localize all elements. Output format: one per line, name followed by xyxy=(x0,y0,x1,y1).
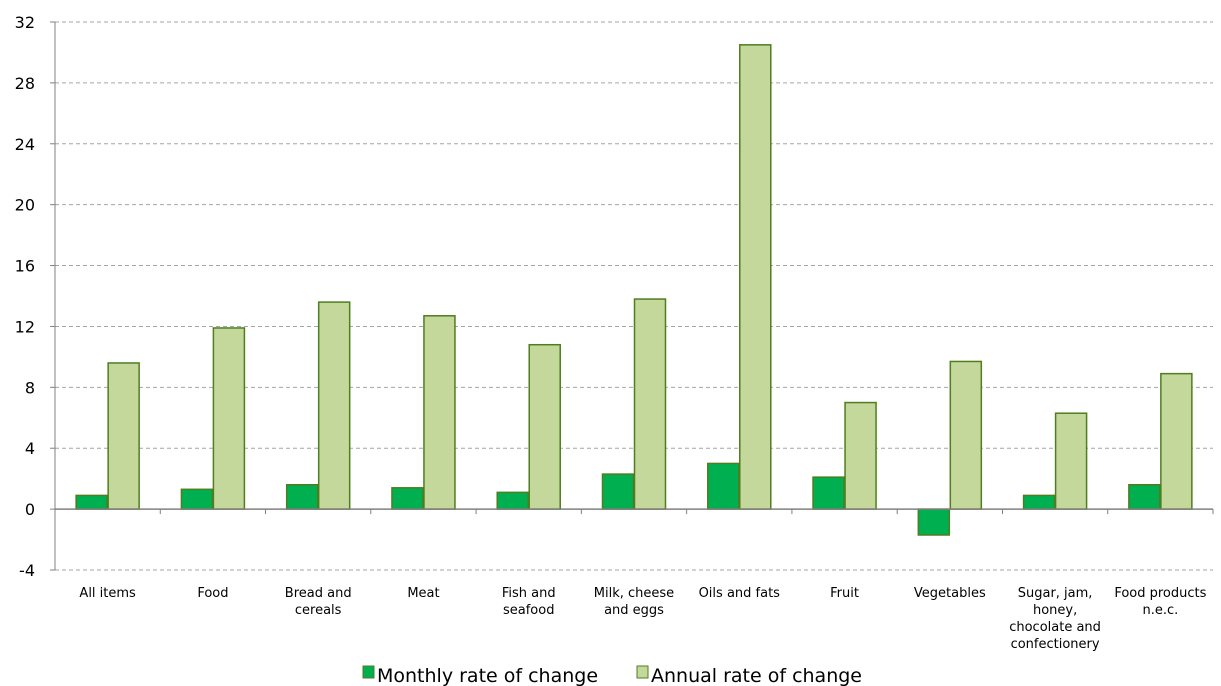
x-category-label-line: Meat xyxy=(407,586,439,601)
axes xyxy=(50,21,1214,571)
x-category-label-line: Milk, cheese xyxy=(594,586,674,601)
bar-annual-8 xyxy=(949,360,983,510)
bar-monthly-8 xyxy=(917,508,951,536)
bar-monthly-3 xyxy=(391,487,424,510)
bar-monthly-6 xyxy=(707,462,740,510)
bar-annual-9 xyxy=(1054,412,1088,510)
bar-monthly-4 xyxy=(496,491,529,510)
y-tick-label: -4 xyxy=(19,561,35,580)
x-axis-categories: All items Food Bread and cereals Meat Fish an… xyxy=(79,586,1206,652)
bar-monthly-5 xyxy=(601,473,635,510)
y-tick-label: 12 xyxy=(15,317,35,336)
legend-label-annual: Annual rate of change xyxy=(651,665,862,686)
x-category-label-line: Food products xyxy=(1114,586,1206,601)
bar-monthly-9 xyxy=(1022,494,1056,510)
bar-annual-0 xyxy=(107,362,140,510)
x-category-label: Food xyxy=(197,586,228,601)
bar-annual-4 xyxy=(528,343,561,510)
bar-annual-5 xyxy=(633,298,667,510)
x-category-label: Sugar, jam, honey, chocolate and confection… xyxy=(1009,586,1101,652)
legend-swatch-annual xyxy=(636,665,649,679)
x-category-label: Oils and fats xyxy=(699,586,781,601)
x-category-label-line: Fish and xyxy=(502,586,556,601)
legend-swatch-monthly xyxy=(362,665,375,679)
x-category-label: All items xyxy=(79,586,136,601)
x-category-label-line: Food xyxy=(197,586,228,601)
x-category-label-line: Bread and xyxy=(285,586,352,601)
y-tick-label: 32 xyxy=(15,13,35,32)
y-tick-label: 16 xyxy=(15,257,35,276)
x-category-label-line: confectionery xyxy=(1011,637,1100,652)
x-category-label-line: Vegetables xyxy=(914,586,986,601)
gridlines xyxy=(55,21,1213,571)
x-category-label-line: honey, xyxy=(1033,603,1077,618)
y-axis-ticks: -4 0 4 8 12 16 20 24 28 32 xyxy=(15,13,35,580)
legend-label-monthly: Monthly rate of change xyxy=(377,665,598,686)
x-category-label: Vegetables xyxy=(914,586,986,601)
x-category-label-line: and eggs xyxy=(604,603,664,618)
x-category-label-line: Fruit xyxy=(830,586,859,601)
x-category-label-line: Sugar, jam, xyxy=(1018,586,1093,601)
bar-annual-6 xyxy=(739,44,772,510)
bar-annual-1 xyxy=(212,327,246,510)
x-category-label-line: n.e.c. xyxy=(1142,603,1178,618)
bars xyxy=(75,44,1193,536)
x-category-label-line: All items xyxy=(79,586,136,601)
bar-annual-10 xyxy=(1160,372,1193,510)
y-tick-label: 28 xyxy=(15,74,35,93)
y-tick-label: 8 xyxy=(25,378,35,397)
bar-monthly-1 xyxy=(180,488,214,510)
x-category-label-line: chocolate and xyxy=(1009,620,1101,635)
bar-annual-2 xyxy=(317,301,351,510)
y-tick-label: 20 xyxy=(15,196,35,215)
x-category-label: Fruit xyxy=(830,586,859,601)
y-tick-label: 4 xyxy=(25,439,35,458)
x-category-label: Food products n.e.c. xyxy=(1114,586,1206,618)
x-category-label: Bread and cereals xyxy=(285,586,352,618)
x-category-label: Fish and seafood xyxy=(502,586,556,618)
x-category-label: Milk, cheese and eggs xyxy=(594,586,674,618)
bar-monthly-2 xyxy=(285,484,319,510)
bar-annual-3 xyxy=(423,315,456,510)
y-tick-label: 24 xyxy=(15,135,35,154)
legend: Monthly rate of change Annual rate of cha… xyxy=(362,665,862,686)
bar-annual-7 xyxy=(844,401,877,510)
bar-monthly-0 xyxy=(75,494,108,510)
x-category-label-line: Oils and fats xyxy=(699,586,781,601)
x-category-label-line: seafood xyxy=(503,603,554,618)
bar-monthly-10 xyxy=(1128,484,1161,510)
bar-monthly-7 xyxy=(812,476,845,510)
x-category-label: Meat xyxy=(407,586,439,601)
x-category-label-line: cereals xyxy=(295,603,342,618)
y-tick-label: 0 xyxy=(25,500,35,519)
